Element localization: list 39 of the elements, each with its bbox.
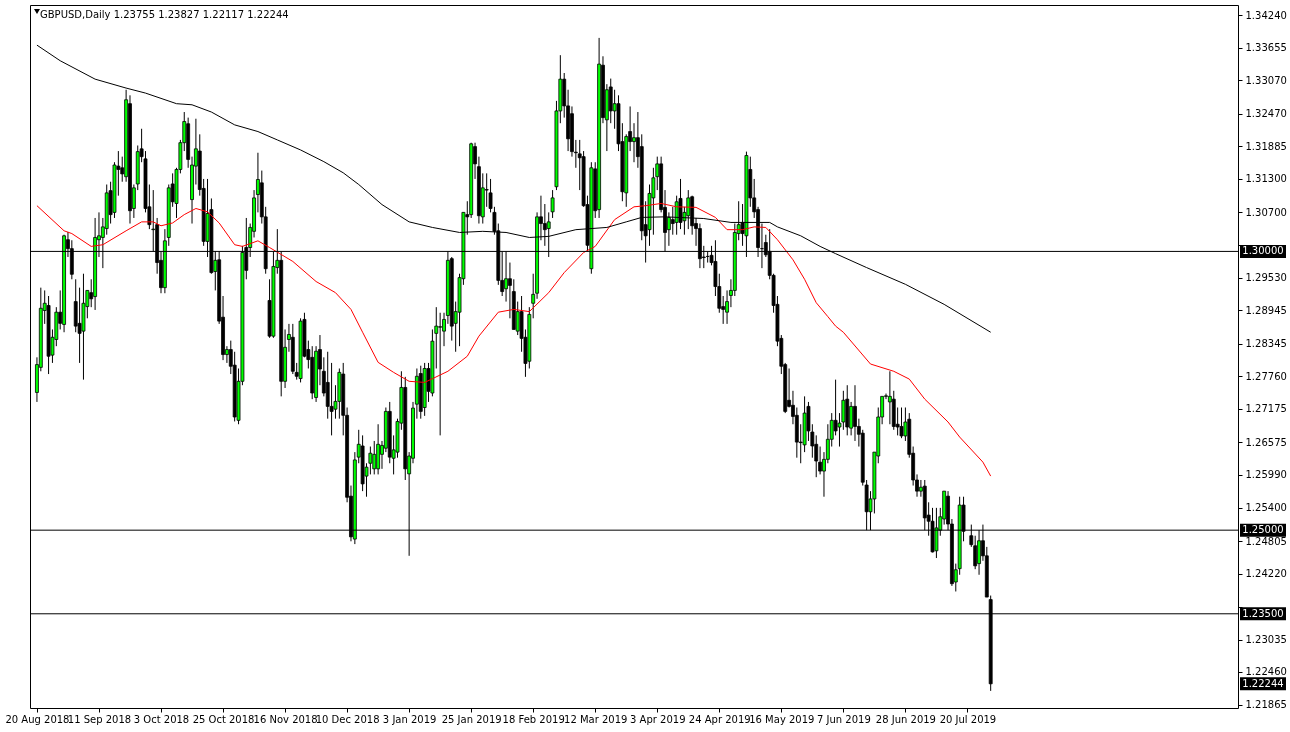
chart-title: GBPUSD,Daily 1.23755 1.23827 1.22117 1.22244 [40,9,289,20]
y-tick-label: 1.32470 [1245,108,1287,120]
y-tick-label: 1.23035 [1245,634,1287,646]
ref-line-label: 1.30000 [1242,245,1284,257]
y-tick-label: 1.30700 [1245,206,1287,218]
y-tick-label: 1.24220 [1245,568,1287,580]
x-tick-label: 18 Feb 2019 [502,713,565,725]
y-tick-label: 1.27175 [1245,403,1287,415]
x-tick-label: 3 Jan 2019 [382,713,437,725]
x-tick-label: 3 Oct 2018 [133,713,190,725]
x-tick-label: 25 Oct 2018 [192,713,255,725]
x-tick-label: 12 Mar 2019 [564,713,628,725]
y-tick-label: 1.28945 [1245,304,1287,316]
x-tick-label: 16 Nov 2018 [253,713,318,725]
y-tick-label: 1.29530 [1245,272,1287,284]
y-tick-label: 1.26575 [1245,436,1287,448]
x-tick-label: 20 Aug 2018 [5,713,70,725]
y-tick-label: 1.25400 [1245,502,1287,514]
y-tick-label: 1.33655 [1245,42,1287,54]
y-tick-label: 1.34240 [1245,9,1287,21]
x-tick-label: 28 Jun 2019 [875,713,936,725]
y-tick-label: 1.27760 [1245,370,1287,382]
y-tick-label: 1.24805 [1245,535,1287,547]
y-tick-label: 1.28345 [1245,338,1287,350]
x-tick-label: 24 Apr 2019 [688,713,751,725]
y-tick-label: 1.25990 [1245,469,1287,481]
ref-line-label: 1.23500 [1242,607,1284,619]
x-tick-label: 25 Jan 2019 [441,713,502,725]
y-tick-label: 1.21865 [1245,699,1287,711]
x-tick-label: 3 Apr 2019 [630,713,686,725]
x-tick-label: 16 May 2019 [749,713,815,725]
ref-line-label: 1.25000 [1242,524,1284,536]
y-tick-label: 1.22460 [1245,666,1287,678]
x-tick-label: 20 Jul 2019 [939,713,997,725]
y-tick-label: 1.31300 [1245,173,1287,185]
x-tick-label: 7 Jun 2019 [816,713,871,725]
y-tick-label: 1.31885 [1245,140,1287,152]
text: 1.22244 [1242,677,1284,689]
y-tick-label: 1.33070 [1245,74,1287,86]
